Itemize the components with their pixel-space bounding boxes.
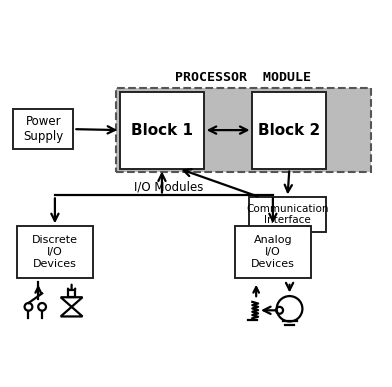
Text: Communication
Interface: Communication Interface (246, 204, 329, 226)
Text: Analog
I/O
Devices: Analog I/O Devices (251, 236, 295, 269)
FancyBboxPatch shape (116, 88, 371, 172)
FancyBboxPatch shape (68, 290, 75, 297)
FancyBboxPatch shape (252, 92, 327, 168)
Text: Discrete
I/O
Devices: Discrete I/O Devices (32, 236, 78, 269)
Polygon shape (61, 297, 82, 307)
FancyBboxPatch shape (13, 109, 73, 149)
Text: Block 1: Block 1 (131, 123, 193, 138)
Text: I/O Modules: I/O Modules (134, 180, 203, 194)
Text: PROCESSOR  MODULE: PROCESSOR MODULE (176, 71, 312, 84)
Text: Block 2: Block 2 (258, 123, 321, 138)
Text: Power
Supply: Power Supply (23, 115, 64, 143)
FancyBboxPatch shape (17, 226, 93, 278)
FancyBboxPatch shape (120, 92, 204, 168)
Polygon shape (61, 307, 82, 317)
FancyBboxPatch shape (235, 226, 311, 278)
FancyBboxPatch shape (249, 197, 327, 232)
